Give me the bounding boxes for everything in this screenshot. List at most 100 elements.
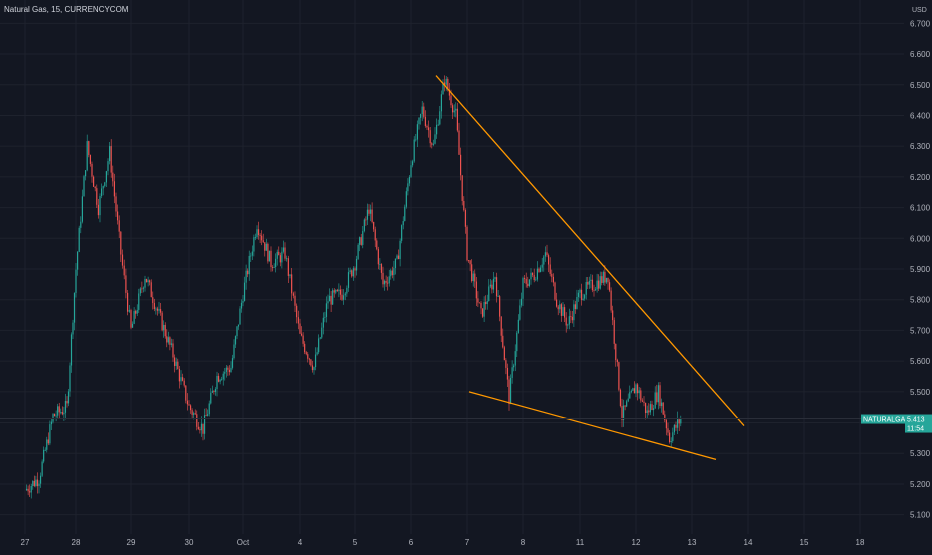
candle-body (460, 154, 462, 176)
candle-body (359, 237, 361, 245)
candle-body (231, 358, 234, 368)
candle-body (32, 480, 34, 486)
candle-body (574, 304, 577, 309)
candle-body (391, 270, 393, 276)
candle-body (72, 322, 74, 335)
candle-body (324, 316, 326, 318)
candle-body (373, 221, 375, 230)
candle-body (311, 365, 314, 371)
candle-body (437, 124, 439, 126)
candle-body (257, 229, 260, 235)
candle-body (405, 191, 407, 207)
candle-body (659, 385, 661, 407)
candle-body (455, 108, 457, 111)
x-tick-label: 12 (632, 538, 641, 547)
candle-body (222, 373, 224, 380)
candle-body (276, 251, 278, 259)
candle-body (52, 414, 54, 422)
candle-body (654, 392, 656, 409)
candle-body (587, 282, 589, 285)
trendlines[interactable] (435, 75, 745, 461)
candle-body (582, 298, 584, 300)
candle-body (562, 307, 564, 316)
candle-body (125, 275, 127, 293)
candle-body (316, 352, 318, 355)
y-tick-label: 6.700 (910, 19, 931, 28)
candle-body (532, 272, 534, 276)
candle-body (273, 267, 275, 268)
candle-body (115, 196, 117, 212)
candle-body (89, 155, 91, 164)
candle-body (30, 485, 32, 493)
candle-body (418, 117, 420, 125)
candle-body (167, 337, 169, 343)
candle-body (662, 402, 664, 415)
candle-body (47, 439, 49, 444)
candle-body (110, 146, 112, 173)
candle-body (253, 237, 255, 252)
candle-body (29, 491, 31, 493)
candle-body (259, 234, 261, 236)
price-tag[interactable]: NATURALGAS 5.413 11:54 (861, 414, 932, 433)
candle-body (330, 295, 332, 305)
candle-body (63, 412, 65, 415)
candle-body (328, 295, 331, 302)
candle-body (139, 288, 141, 294)
candle-body (78, 227, 80, 252)
candle-body (599, 276, 601, 289)
candle-body (281, 251, 283, 263)
candle-body (225, 367, 227, 372)
candle-body (314, 354, 317, 368)
candle-body (530, 272, 532, 280)
candle-body (254, 237, 257, 238)
candle-body (560, 304, 562, 316)
candle-body (477, 298, 479, 303)
candle-body (464, 210, 466, 227)
candle-body (357, 244, 359, 259)
candle-body (180, 377, 182, 382)
candle-body (559, 304, 561, 310)
y-tick-label: 6.600 (910, 50, 931, 59)
candle-body (366, 209, 369, 220)
candle-body (444, 82, 446, 85)
candle-body (404, 206, 406, 222)
candle-body (196, 414, 198, 427)
candle-body (495, 277, 498, 297)
candle-body (564, 307, 566, 318)
candle-body (41, 461, 43, 476)
candle-body (308, 358, 310, 360)
candle-body (463, 200, 465, 211)
candle-body (673, 424, 675, 433)
x-tick-label: 4 (298, 538, 303, 547)
trendline[interactable] (468, 391, 717, 461)
candle-body (112, 172, 114, 182)
candle-body (150, 282, 152, 298)
candle-body (538, 268, 540, 272)
candle-body (321, 327, 323, 338)
candle-body (669, 432, 671, 443)
candle-body (27, 488, 29, 492)
candle-body (144, 278, 146, 288)
candle-body (228, 369, 231, 373)
candle-body (401, 225, 403, 241)
trendline[interactable] (435, 75, 745, 427)
candle-body (629, 392, 631, 399)
candle-body (588, 280, 590, 285)
candle-body (33, 480, 35, 486)
candle-body (568, 316, 570, 325)
price-axis[interactable] (904, 0, 932, 550)
candle-body (500, 316, 502, 336)
candle-body (661, 402, 663, 407)
candle-body (670, 441, 672, 443)
candle-body (75, 269, 77, 293)
candle-body (399, 240, 401, 260)
candle-body (432, 143, 434, 145)
candle-body (385, 280, 387, 283)
candle-body (376, 240, 378, 250)
candle-body (318, 338, 320, 353)
candle-body (88, 141, 90, 156)
candle-body (200, 423, 203, 431)
candle-body (667, 428, 669, 433)
